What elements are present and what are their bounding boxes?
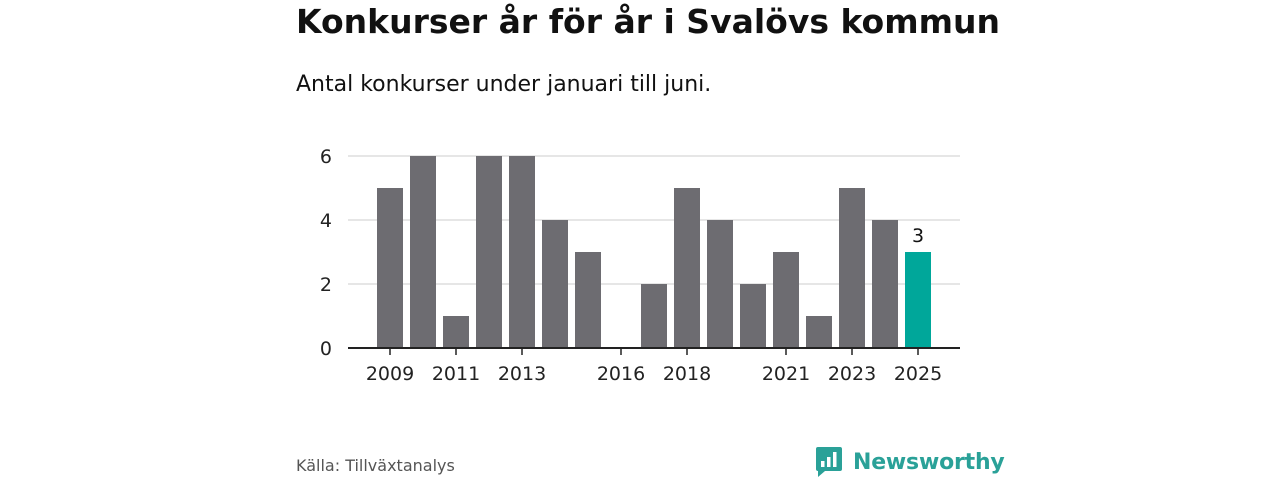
bar-2025 bbox=[905, 252, 931, 348]
axis-layer: 0 2 4 6 2009 2011 2013 2016 2018 2021 2023 2025 bbox=[320, 146, 960, 385]
bar-2023 bbox=[839, 188, 865, 348]
bar-2010 bbox=[410, 156, 436, 348]
x-tick-label: 2013 bbox=[498, 363, 546, 385]
x-tick-label: 2025 bbox=[894, 363, 942, 385]
y-tick-label: 4 bbox=[320, 210, 332, 232]
chart-subtitle: Antal konkurser under januari till juni. bbox=[296, 72, 712, 97]
bars-layer: 3 bbox=[377, 156, 931, 348]
y-tick-label: 6 bbox=[320, 146, 332, 168]
bar-2024 bbox=[872, 220, 898, 348]
bar-2019 bbox=[707, 220, 733, 348]
x-tick-label: 2021 bbox=[762, 363, 810, 385]
bar-2022 bbox=[806, 316, 832, 348]
data-label-2025: 3 bbox=[912, 225, 924, 247]
x-tick-label: 2018 bbox=[663, 363, 711, 385]
x-tick-label: 2016 bbox=[597, 363, 645, 385]
bar-2018 bbox=[674, 188, 700, 348]
x-tick-label: 2011 bbox=[432, 363, 480, 385]
chart-title: Konkurser år för år i Svalövs kommun bbox=[296, 2, 1000, 41]
bar-chart: 3 0 2 4 6 2009 2011 2013 2016 2018 2021 2023 2025 bbox=[320, 146, 960, 385]
newsworthy-logo: Newsworthy bbox=[815, 446, 1005, 478]
bar-2015 bbox=[575, 252, 601, 348]
x-tick-label: 2023 bbox=[828, 363, 876, 385]
bar-2011 bbox=[443, 316, 469, 348]
bar-2020 bbox=[740, 284, 766, 348]
x-tick-label: 2009 bbox=[366, 363, 414, 385]
y-tick-label: 2 bbox=[320, 274, 332, 296]
newsworthy-logo-icon bbox=[816, 447, 842, 477]
bar-2013 bbox=[509, 156, 535, 348]
bar-2014 bbox=[542, 220, 568, 348]
y-tick-label: 0 bbox=[320, 338, 332, 360]
source-note: Källa: Tillväxtanalys bbox=[296, 456, 455, 475]
bar-2012 bbox=[476, 156, 502, 348]
bar-2009 bbox=[377, 188, 403, 348]
bar-2017 bbox=[641, 284, 667, 348]
bar-2021 bbox=[773, 252, 799, 348]
brand-name: Newsworthy bbox=[853, 449, 1005, 475]
grid-layer bbox=[348, 155, 960, 285]
